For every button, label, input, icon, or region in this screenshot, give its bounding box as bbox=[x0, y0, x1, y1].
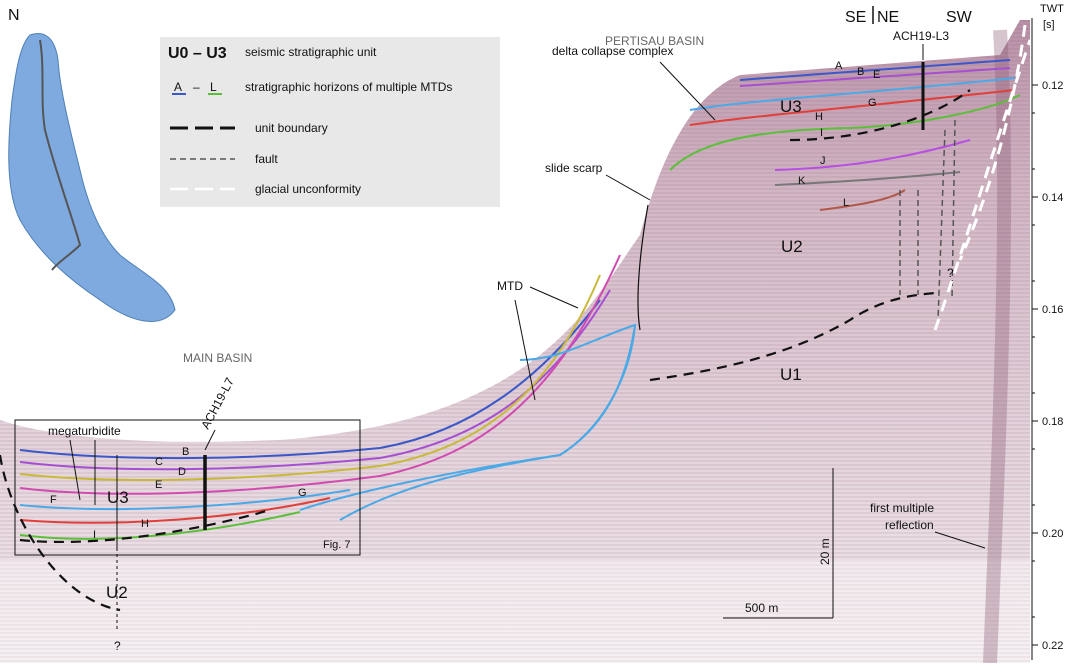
legend-units-symbol: U0 – U3 bbox=[168, 45, 227, 62]
horizon-green bbox=[19, 511, 301, 540]
letter-i-main: I bbox=[93, 529, 96, 541]
letter-b-main: B bbox=[182, 446, 189, 458]
legend-fault-text: fault bbox=[255, 152, 278, 166]
legend-box: U0 – U3 seismic stratigraphic unit A – L… bbox=[160, 37, 500, 207]
axis-title: TWT bbox=[1040, 3, 1064, 15]
multiple-reflection bbox=[983, 29, 1012, 664]
boundary-main bbox=[0, 454, 121, 612]
letter-k: K bbox=[798, 175, 806, 187]
boundary-main-u3 bbox=[19, 508, 271, 544]
horizon-pert-j bbox=[774, 139, 971, 171]
faults bbox=[899, 119, 956, 321]
letter-h: H bbox=[815, 111, 823, 123]
horizon-purple bbox=[19, 289, 611, 471]
letter-j: J bbox=[820, 155, 826, 167]
lake-outline bbox=[8, 33, 176, 322]
letter-l: L bbox=[843, 197, 849, 209]
north-label: N bbox=[8, 7, 20, 24]
question-mark-pertisau: ? bbox=[947, 266, 954, 280]
axis-unit: [s] bbox=[1043, 19, 1055, 31]
legend-horizons-text: stratigraphic horizons of multiple MTDs bbox=[245, 80, 452, 94]
letter-d-main: D bbox=[178, 466, 186, 478]
horizon-pert-red bbox=[689, 89, 1016, 126]
horizon-yellow bbox=[19, 274, 601, 481]
scale-v-label: 20 m bbox=[818, 538, 832, 565]
legend-boundary-text: unit boundary bbox=[255, 121, 328, 135]
lower-fade bbox=[0, 560, 1030, 663]
mtd-outline bbox=[339, 323, 637, 521]
unit-u2-pertisau: U2 bbox=[781, 237, 803, 256]
slide-scarp-label: slide scarp bbox=[545, 161, 603, 175]
axis-tick-label: 0.20 bbox=[1042, 528, 1063, 540]
fig7-box bbox=[14, 419, 361, 556]
glacial-unconformity bbox=[933, 24, 1032, 331]
label-ne: NE bbox=[877, 9, 899, 26]
horizon-lightblue bbox=[19, 489, 351, 511]
axis-tick-label: 0.16 bbox=[1042, 304, 1063, 316]
first-multiple-label-2: reflection bbox=[885, 518, 934, 532]
letter-a: A bbox=[835, 60, 843, 72]
legend-a-letter: A bbox=[174, 80, 182, 94]
first-multiple-label-1: first multiple bbox=[870, 501, 934, 515]
horizon-magenta bbox=[19, 254, 621, 495]
core-l7-label: ACH19-L7 bbox=[198, 375, 237, 431]
letter-g-main: G bbox=[298, 487, 307, 499]
axis-tick-label: 0.18 bbox=[1042, 416, 1063, 428]
main-basin-label: MAIN BASIN bbox=[183, 351, 252, 365]
scale-h-label: 500 m bbox=[745, 601, 778, 615]
horizon-pert-blue bbox=[739, 59, 1011, 81]
core-l3-label: ACH19-L3 bbox=[893, 29, 949, 43]
letter-c-main: C bbox=[155, 456, 163, 468]
axis-tick-label: 0.12 bbox=[1042, 80, 1063, 92]
legend-l-letter: L bbox=[210, 80, 217, 94]
horizon-pert-k bbox=[774, 171, 961, 186]
horizon-letters: A B E G H I J K L B C D E F G H I bbox=[50, 60, 880, 541]
unit-u3-pertisau: U3 bbox=[780, 97, 802, 116]
letter-b: B bbox=[857, 66, 864, 78]
letter-h-main: H bbox=[141, 518, 149, 530]
letter-i: I bbox=[820, 127, 823, 139]
label-se: SE bbox=[845, 9, 866, 26]
horizon-pert-purple bbox=[739, 67, 1011, 87]
fig7-label: Fig. 7 bbox=[323, 539, 351, 551]
legend-dash: – bbox=[193, 80, 200, 94]
letter-f-main: F bbox=[50, 494, 57, 506]
delta-collapse-label: delta collapse complex bbox=[552, 44, 673, 58]
question-mark-main: ? bbox=[114, 639, 121, 653]
unit-u3-main: U3 bbox=[107, 488, 129, 507]
letter-e-main: E bbox=[155, 479, 162, 491]
twt-axis: TWT [s] 0.12 0.14 0.16 0.18 0.20 0.22 bbox=[1031, 3, 1064, 660]
horizon-red bbox=[19, 497, 331, 524]
inset-map: N bbox=[8, 7, 176, 322]
mtd-label: MTD bbox=[497, 279, 523, 293]
letter-e: E bbox=[873, 69, 880, 81]
glacial-line-2 bbox=[933, 39, 1032, 331]
core-l7-pointer bbox=[204, 429, 216, 451]
glacial-line-1 bbox=[958, 24, 1027, 261]
horizon-pert-green bbox=[669, 94, 1021, 171]
legend-units-text: seismic stratigraphic unit bbox=[245, 45, 377, 59]
label-sw: SW bbox=[946, 9, 973, 26]
legend-glacial-text: glacial unconformity bbox=[255, 182, 361, 196]
horizons bbox=[19, 59, 1021, 540]
boundary-pert-u3 bbox=[789, 89, 971, 142]
boundary-u1 bbox=[649, 291, 936, 382]
horizon-blue bbox=[19, 299, 601, 460]
pertisau-basin-label: PERTISAU BASIN bbox=[605, 34, 704, 48]
unit-u1: U1 bbox=[780, 365, 802, 384]
megaturbidite-label: megaturbidite bbox=[48, 424, 121, 438]
slide-scarp-line bbox=[637, 204, 649, 331]
axis-tick-label: 0.14 bbox=[1042, 192, 1063, 204]
unit-boundaries bbox=[0, 89, 971, 612]
horizon-pert-cyan bbox=[689, 77, 1016, 111]
lake-thalweg bbox=[39, 39, 82, 271]
axis-tick-label: 0.22 bbox=[1042, 640, 1063, 652]
letter-g: G bbox=[868, 97, 877, 109]
